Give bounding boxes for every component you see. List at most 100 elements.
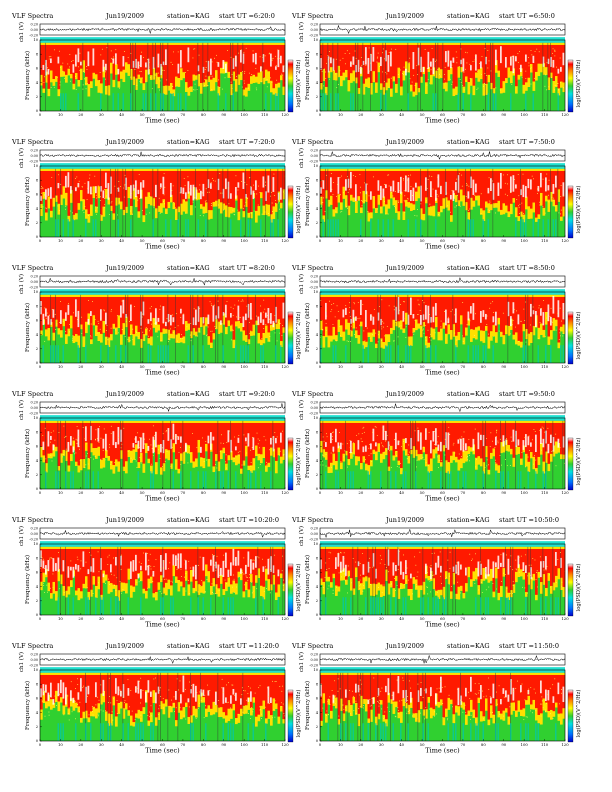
time-axis-label: Time (sec) [145,495,180,503]
time-tick-label: 40 [119,490,124,495]
time-axis-label: Time (sec) [145,369,180,377]
freq-tick-label: 0 [316,109,319,113]
spectrogram [40,37,286,112]
waveform-ylabel: ch1 (V) [298,400,305,420]
time-tick-label: 60 [160,112,165,117]
waveform-ytick-label: -0.20 [29,34,38,38]
waveform-ylabel: ch1 (V) [298,274,305,294]
freq-tick-label: 8 [316,178,319,182]
time-tick-label: 40 [399,112,404,117]
time-tick-label: 10 [338,490,343,495]
time-tick-label: 70 [180,742,185,747]
freq-tick-label: 6 [316,445,319,449]
panel-start-time: start UT =10:50:0 [499,516,559,524]
waveform-ylabel: ch1 (V) [18,274,25,294]
panel-start-time: start UT =6:20:0 [219,12,275,20]
freq-tick-label: 6 [36,697,39,701]
time-tick-label: 110 [541,112,549,117]
colorbar [287,185,294,239]
spectrogram [320,541,566,615]
time-tick-label: 0 [319,364,322,369]
time-axis-label: Time (sec) [425,621,460,629]
panel-title: VLF Spectra [11,390,53,398]
panel-station: station=KAG [167,264,210,272]
time-tick-label: 80 [481,490,486,495]
time-tick-label: 40 [399,238,404,243]
time-tick-label: 120 [561,616,569,621]
panel-station: station=KAG [167,642,210,650]
waveform-ytick-label: 0.20 [30,401,38,405]
time-axis-label: Time (sec) [145,747,180,755]
time-tick-label: 60 [440,490,445,495]
freq-axis-label: Frequency (kHz) [304,429,311,478]
waveform-ytick-label: -0.20 [29,412,38,416]
time-axis-label: Time (sec) [425,117,460,125]
freq-axis-label: Frequency (kHz) [304,681,311,730]
waveform-trace [320,276,566,284]
colorbar-label: log(PSD)(V^2/Hz) [295,312,302,360]
freq-tick-label: 4 [36,333,39,337]
freq-axis-label: Frequency (kHz) [304,51,311,100]
time-tick-label: 50 [420,616,425,621]
time-tick-label: 30 [99,364,104,369]
waveform-ytick-label: 0.20 [310,149,318,153]
waveform-trace [39,151,286,158]
freq-tick-label: 2 [36,95,38,99]
time-tick-label: 100 [241,238,249,243]
panel-start-time: start UT =6:50:0 [499,12,555,20]
time-tick-label: 60 [160,490,165,495]
time-tick-label: 120 [561,238,569,243]
spectrogram [40,541,286,615]
colorbar [287,563,294,617]
time-tick-label: 0 [319,490,322,495]
waveform-trace [39,403,286,413]
time-tick-label: 90 [221,742,226,747]
panel-date: Jun19/2009 [385,642,424,650]
time-tick-label: 20 [358,238,363,243]
time-tick-label: 0 [39,490,42,495]
time-tick-label: 20 [358,490,363,495]
waveform-ytick-label: -0.20 [309,538,318,542]
waveform-ytick-label: 0.20 [310,527,318,531]
panel-title: VLF Spectra [11,12,53,20]
freq-tick-label: 2 [36,725,38,729]
panel-title: VLF Spectra [11,642,53,650]
freq-tick-label: 2 [316,347,318,351]
waveform-ytick-label: 0.20 [30,527,38,531]
time-tick-label: 20 [78,364,83,369]
waveform-ylabel: ch1 (V) [18,652,25,672]
time-tick-label: 50 [420,238,425,243]
freq-tick-label: 8 [36,430,39,434]
waveform-ytick-label: 0.00 [30,532,38,536]
time-tick-label: 40 [119,742,124,747]
colorbar [567,563,574,617]
panel-station: station=KAG [447,642,490,650]
time-tick-label: 20 [78,616,83,621]
waveform-ytick-label: -0.20 [309,286,318,290]
colorbar-label: log(PSD)(V^2/Hz) [575,186,582,234]
time-tick-label: 110 [261,364,269,369]
colorbar [287,59,294,113]
freq-tick-label: 10 [33,38,38,42]
time-tick-label: 110 [541,364,549,369]
freq-axis-label: Frequency (kHz) [24,303,31,352]
freq-tick-label: 8 [316,304,319,308]
time-tick-label: 30 [379,490,384,495]
panel-title: VLF Spectra [11,264,53,272]
colorbar [567,185,574,239]
time-axis-label: Time (sec) [425,747,460,755]
time-tick-label: 60 [160,238,165,243]
time-tick-label: 70 [180,616,185,621]
time-tick-label: 60 [440,616,445,621]
panel-station: station=KAG [447,516,490,524]
time-tick-label: 60 [160,616,165,621]
freq-tick-label: 2 [316,725,318,729]
freq-axis-label: Frequency (kHz) [24,51,31,100]
freq-tick-label: 6 [36,67,39,71]
vlf-panel-12: VLF Spectra Jun19/2009 station=KAG start UT… [291,642,582,755]
time-tick-label: 120 [281,238,289,243]
vlf-panel-11: VLF Spectra Jun19/2009 station=KAG start UT… [11,642,302,755]
waveform-trace [319,151,566,161]
freq-tick-label: 10 [33,290,38,294]
freq-tick-label: 6 [36,571,39,575]
